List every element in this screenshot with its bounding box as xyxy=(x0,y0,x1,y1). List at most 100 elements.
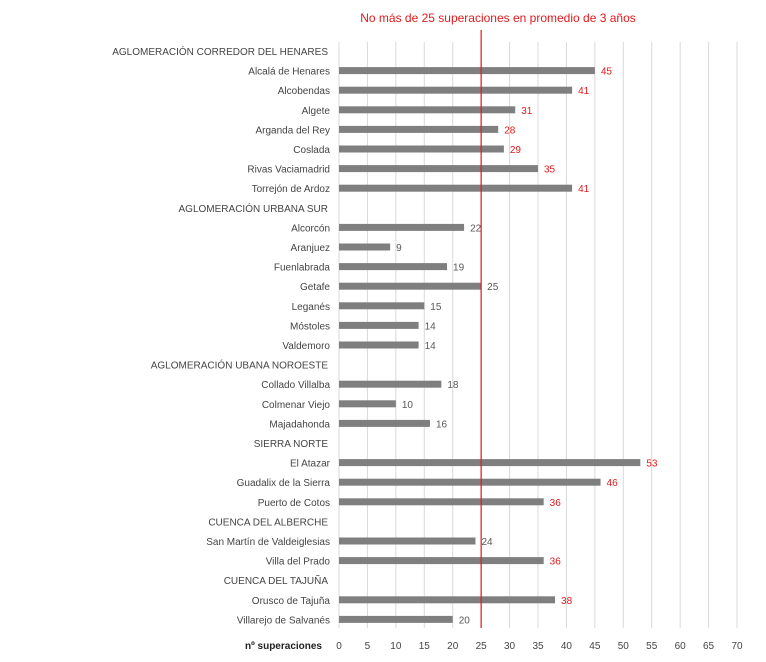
value-label: 31 xyxy=(521,106,533,117)
category-label: Colmenar Viejo xyxy=(262,400,331,411)
category-label: Móstoles xyxy=(290,321,330,332)
x-tick-label: 60 xyxy=(675,641,687,652)
value-label: 15 xyxy=(430,302,442,313)
value-label: 14 xyxy=(425,321,437,332)
x-tick-label: 40 xyxy=(561,641,573,652)
bar xyxy=(339,165,538,173)
bar xyxy=(339,419,430,427)
category-label: Alcorcón xyxy=(291,223,330,234)
bar xyxy=(339,184,573,192)
x-axis-ticks: 0 5 10 15 20 25 30 35 40 45 50 55 60 65 70 xyxy=(336,641,743,652)
bar xyxy=(339,67,595,75)
category-label: San Martín de Valdeiglesias xyxy=(206,537,330,548)
group-header-label: AGLOMERACIÓN UBANA NOROESTE xyxy=(151,359,329,372)
value-label: 14 xyxy=(425,341,437,352)
x-axis-label: nº superaciones xyxy=(245,641,322,652)
x-tick-label: 55 xyxy=(646,641,658,652)
category-label: Torrejón de Ardoz xyxy=(252,184,330,195)
category-label: Alcalá de Henares xyxy=(248,67,330,78)
bar xyxy=(339,243,391,251)
value-label: 41 xyxy=(578,86,590,97)
x-tick-label: 65 xyxy=(703,641,715,652)
bar xyxy=(339,400,396,408)
group-header-label: AGLOMERACIÓN CORREDOR DEL HENARES xyxy=(112,45,328,58)
bar xyxy=(339,125,499,133)
category-label: Leganés xyxy=(292,302,330,313)
bar xyxy=(339,282,482,290)
x-tick-label: 45 xyxy=(589,641,601,652)
group-header-label: CUENCA DEL TAJUÑA xyxy=(224,574,329,587)
value-label: 38 xyxy=(561,596,573,607)
value-label: 36 xyxy=(550,498,562,509)
value-label: 10 xyxy=(402,400,414,411)
bar xyxy=(339,537,476,545)
value-label: 41 xyxy=(578,184,590,195)
x-tick-label: 35 xyxy=(532,641,544,652)
category-label: Guadalix de la Sierra xyxy=(237,478,331,489)
category-label: Alcobendas xyxy=(278,86,330,97)
bar xyxy=(339,557,544,565)
bar xyxy=(339,498,544,506)
bar xyxy=(339,86,573,94)
x-tick-label: 5 xyxy=(365,641,371,652)
value-label: 29 xyxy=(510,145,522,156)
bar xyxy=(339,145,504,153)
x-tick-label: 70 xyxy=(731,641,743,652)
group-header-label: AGLOMERACIÓN URBANA SUR xyxy=(179,202,328,215)
bar xyxy=(339,106,516,114)
category-label: Arganda del Rey xyxy=(256,125,331,136)
bar xyxy=(339,263,448,271)
value-label: 28 xyxy=(504,125,516,136)
bar xyxy=(339,615,453,623)
group-header-label: CUENCA DEL ALBERCHE xyxy=(208,517,328,528)
value-label: 53 xyxy=(646,459,658,470)
x-tick-label: 25 xyxy=(476,641,488,652)
category-label: Villa del Prado xyxy=(266,557,331,568)
bar xyxy=(339,596,556,604)
value-labels: 45 41 31 28 29 35 41 22 9 19 25 15 14 14 18 10 16 53 46 36 2… xyxy=(396,67,658,627)
category-label: El Atazar xyxy=(290,459,331,470)
category-label: Villarejo de Salvanés xyxy=(237,615,330,626)
x-tick-label: 20 xyxy=(447,641,459,652)
category-label: Fuenlabrada xyxy=(274,263,331,274)
x-tick-label: 0 xyxy=(336,641,342,652)
value-label: 45 xyxy=(601,67,613,78)
value-label: 16 xyxy=(436,419,448,430)
value-label: 19 xyxy=(453,263,465,274)
value-label: 20 xyxy=(459,615,471,626)
category-label: Puerto de Cotos xyxy=(258,498,330,509)
bar xyxy=(339,459,641,467)
value-label: 22 xyxy=(470,223,482,234)
value-label: 24 xyxy=(481,537,493,548)
value-label: 35 xyxy=(544,165,556,176)
category-labels: AGLOMERACIÓN CORREDOR DEL HENARES Alcalá … xyxy=(112,45,330,626)
x-tick-label: 15 xyxy=(419,641,431,652)
category-label: Aranjuez xyxy=(291,243,330,254)
value-label: 25 xyxy=(487,282,499,293)
bar xyxy=(339,380,442,388)
category-label: Majadahonda xyxy=(269,419,330,430)
category-label: Orusco de Tajuña xyxy=(252,596,331,607)
category-label: Collado Villalba xyxy=(261,380,330,391)
category-label: Valdemoro xyxy=(282,341,330,352)
bar xyxy=(339,341,419,349)
category-label: Getafe xyxy=(300,282,330,293)
x-tick-label: 30 xyxy=(504,641,516,652)
group-header-label: SIERRA NORTE xyxy=(254,439,329,450)
value-label: 9 xyxy=(396,243,402,254)
x-tick-label: 50 xyxy=(618,641,630,652)
bar xyxy=(339,321,419,329)
bar xyxy=(339,223,465,231)
value-label: 46 xyxy=(607,478,619,489)
category-label: Algete xyxy=(302,106,331,117)
threshold-annotation: No más de 25 superaciones en promedio de… xyxy=(360,11,636,25)
x-tick-label: 10 xyxy=(390,641,402,652)
bar xyxy=(339,302,425,310)
category-label: Rivas Vaciamadrid xyxy=(247,165,330,176)
value-label: 36 xyxy=(550,557,562,568)
value-label: 18 xyxy=(447,380,459,391)
category-label: Coslada xyxy=(293,145,330,156)
bars xyxy=(339,67,641,623)
